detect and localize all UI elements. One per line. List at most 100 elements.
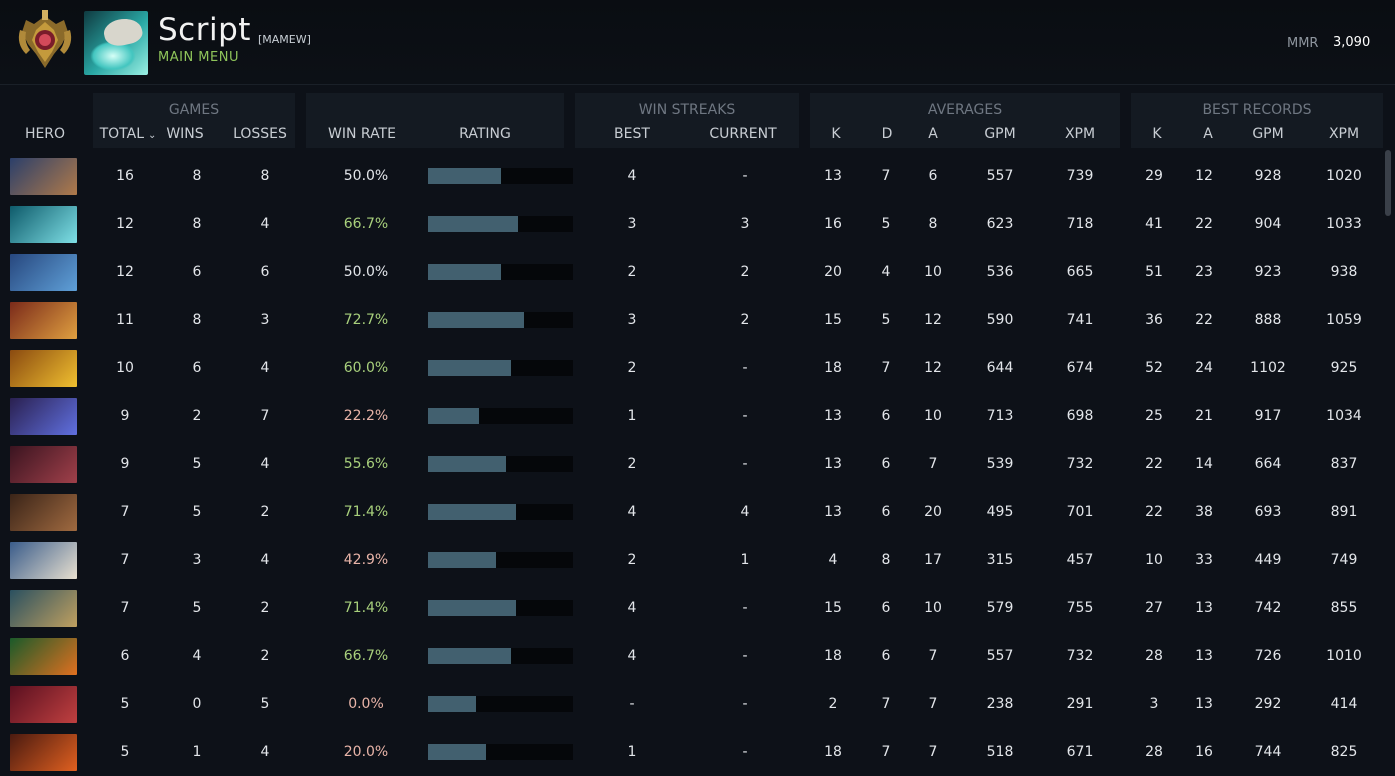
best-gpm-value: 664 [1254,456,1282,472]
wins-value: 4 [192,648,202,664]
total-games-value: 7 [120,504,130,520]
best-xpm-value: 938 [1330,264,1358,280]
column-header-current-streak[interactable]: CURRENT [709,126,777,142]
void-orb-hero-portrait-icon[interactable] [10,398,77,435]
avg-gpm-value: 557 [986,648,1014,664]
avg-deaths-value: 6 [881,456,891,472]
losses-value: 6 [260,264,270,280]
blue-hero-portrait-icon[interactable] [10,254,77,291]
column-header-avg-kills[interactable]: K [831,126,841,142]
best-kills-value: 10 [1145,552,1163,568]
column-header-total[interactable]: TOTAL ⌄ [95,126,161,142]
spider-hero-portrait-icon[interactable] [10,446,77,483]
column-header-best-gpm[interactable]: GPM [1252,126,1284,142]
avg-assists-value: 12 [924,312,942,328]
avg-xpm-value: 732 [1066,648,1094,664]
column-header-best-assists[interactable]: A [1203,126,1213,142]
table-row[interactable]: 9 5 4 55.6% 2 - 13 6 7 539 732 22 14 664 837 [0,440,1395,488]
player-avatar[interactable] [84,11,148,75]
table-row[interactable]: 6 4 2 66.7% 4 - 18 6 7 557 732 28 13 726 1010 [0,632,1395,680]
rating-bar [428,552,573,568]
water-hero-portrait-icon[interactable] [10,206,77,243]
avg-deaths-value: 5 [881,312,891,328]
avg-assists-value: 7 [928,744,938,760]
column-header-hero[interactable]: HERO [24,126,66,142]
avg-gpm-value: 590 [986,312,1014,328]
best-xpm-value: 891 [1330,504,1358,520]
losses-value: 3 [260,312,270,328]
best-assists-value: 13 [1195,696,1213,712]
hooded-hero-portrait-icon[interactable] [10,158,77,195]
column-header-rating[interactable]: RATING [459,126,511,142]
table-scrollbar[interactable] [1385,150,1391,216]
best-streak-value: 3 [627,312,637,328]
column-header-avg-xpm[interactable]: XPM [1064,126,1096,142]
best-xpm-value: 1020 [1326,168,1362,184]
avg-xpm-value: 755 [1066,600,1094,616]
column-header-avg-gpm[interactable]: GPM [984,126,1016,142]
mmr-label: MMR [1287,36,1319,51]
avg-kills-value: 16 [824,216,842,232]
best-kills-value: 41 [1145,216,1163,232]
player-name: Script [158,12,251,48]
monkey-hero-portrait-icon[interactable] [10,494,77,531]
losses-value: 2 [260,600,270,616]
best-gpm-value: 744 [1254,744,1282,760]
table-row[interactable]: 12 6 6 50.0% 2 2 20 4 10 536 665 51 23 923 938 [0,248,1395,296]
avg-gpm-value: 238 [986,696,1014,712]
golden-hero-portrait-icon[interactable] [10,350,77,387]
best-xpm-value: 837 [1330,456,1358,472]
table-row[interactable]: 7 5 2 71.4% 4 4 13 6 20 495 701 22 38 693 891 [0,488,1395,536]
table-row[interactable]: 12 8 4 66.7% 3 3 16 5 8 623 718 41 22 904 1033 [0,200,1395,248]
table-row[interactable]: 16 8 8 50.0% 4 - 13 7 6 557 739 29 12 928 1020 [0,152,1395,200]
best-gpm-value: 1102 [1250,360,1286,376]
witch-doctor-hero-portrait-icon[interactable] [10,590,77,627]
avg-xpm-value: 732 [1066,456,1094,472]
avg-kills-value: 15 [824,600,842,616]
win-rate-value: 50.0% [343,264,389,280]
fire-hero-portrait-icon[interactable] [10,734,77,771]
table-row[interactable]: 7 3 4 42.9% 2 1 4 8 17 315 457 10 33 449 749 [0,536,1395,584]
averages-group-header [810,93,1120,148]
current-streak-value: 4 [740,504,750,520]
table-row[interactable]: 5 1 4 20.0% 1 - 18 7 7 518 671 28 16 744 825 [0,728,1395,776]
red-armor-hero-portrait-icon[interactable] [10,302,77,339]
current-streak-value: 3 [740,216,750,232]
column-header-best-xpm[interactable]: XPM [1328,126,1360,142]
total-games-value: 6 [120,648,130,664]
table-row[interactable]: 11 8 3 72.7% 3 2 15 5 12 590 741 36 22 888 1059 [0,296,1395,344]
goblin-hero-portrait-icon[interactable] [10,638,77,675]
best-assists-value: 33 [1195,552,1213,568]
rating-bar [428,312,573,328]
profile-header: Script [MAMEW] MAIN MENU MMR 3,090 [0,0,1395,85]
table-row[interactable]: 9 2 7 22.2% 1 - 13 6 10 713 698 25 21 917 1034 [0,392,1395,440]
column-header-win-rate[interactable]: WIN RATE [328,126,396,142]
current-streak-value: - [742,648,748,664]
avg-xpm-value: 739 [1066,168,1094,184]
current-streak-value: - [742,456,748,472]
avg-kills-value: 18 [824,360,842,376]
best-records-group-header [1131,93,1383,148]
rating-bar [428,744,573,760]
column-header-wins[interactable]: WINS [166,126,204,142]
avg-deaths-value: 6 [881,648,891,664]
demon-hero-portrait-icon[interactable] [10,686,77,723]
table-row[interactable]: 10 6 4 60.0% 2 - 18 7 12 644 674 52 24 1102 925 [0,344,1395,392]
column-header-best-kills[interactable]: K [1152,126,1162,142]
column-header-losses[interactable]: LOSSES [233,126,287,142]
avg-assists-value: 10 [924,408,942,424]
best-xpm-value: 749 [1330,552,1358,568]
table-row[interactable]: 7 5 2 71.4% 4 - 15 6 10 579 755 27 13 742 855 [0,584,1395,632]
table-row[interactable]: 5 0 5 0.0% - - 2 7 7 238 291 3 13 292 414 [0,680,1395,728]
losses-value: 7 [260,408,270,424]
column-header-avg-deaths[interactable]: D [881,126,893,142]
column-header-best-streak[interactable]: BEST [614,126,650,142]
current-streak-value: - [742,696,748,712]
best-xpm-value: 825 [1330,744,1358,760]
current-streak-value: 2 [740,264,750,280]
rating-bar [428,456,573,472]
main-menu-link[interactable]: MAIN MENU [158,50,239,65]
column-header-avg-assists[interactable]: A [928,126,938,142]
ice-maiden-hero-portrait-icon[interactable] [10,542,77,579]
rating-bar-fill [428,648,511,664]
